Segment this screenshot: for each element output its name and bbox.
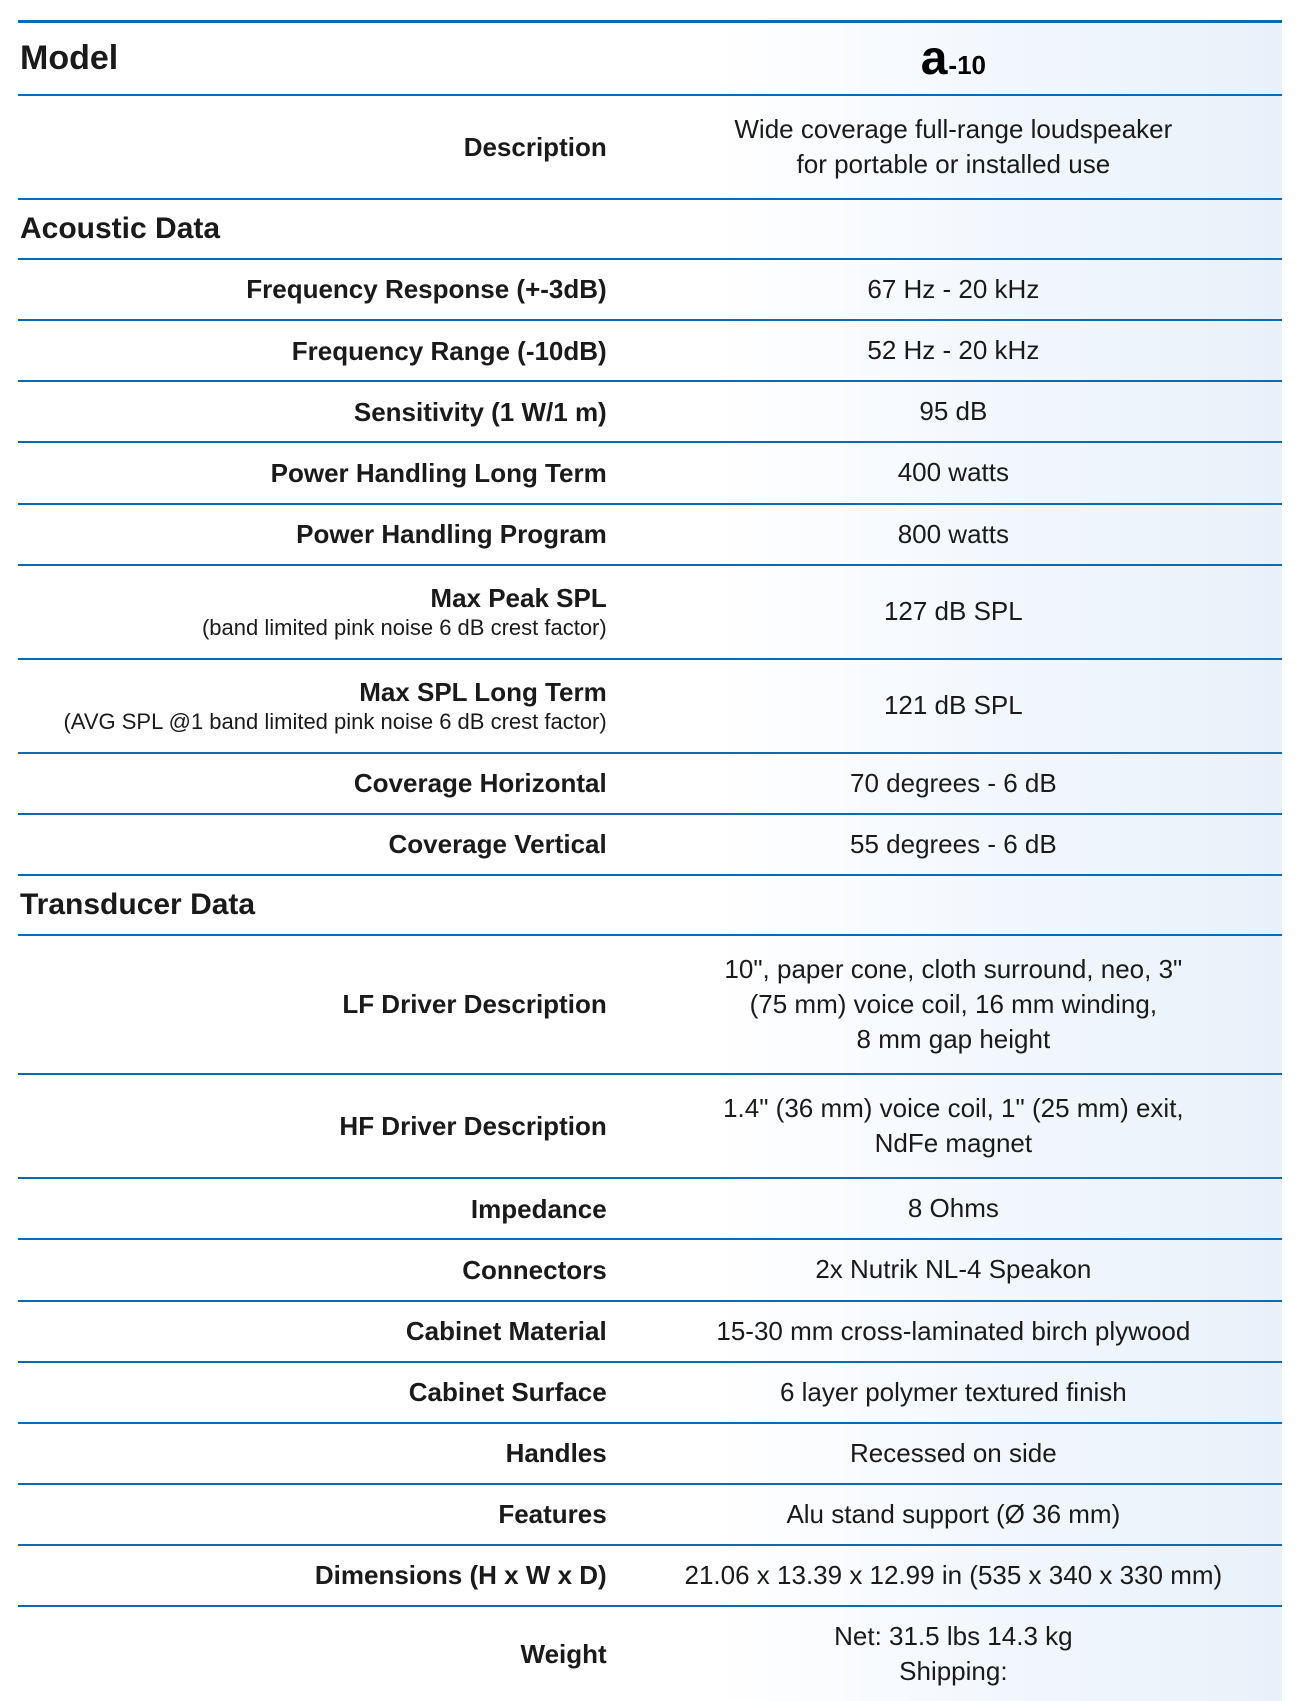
row-impedance: Impedance 8 Ohms — [18, 1179, 1282, 1240]
value: 800 watts — [625, 505, 1282, 564]
sublabel: (band limited pink noise 6 dB crest fact… — [202, 614, 607, 642]
value: 400 watts — [625, 443, 1282, 502]
spec-sheet: Model a -10 Description Wide coverage fu… — [18, 20, 1282, 1701]
row-handles: Handles Recessed on side — [18, 1424, 1282, 1485]
label: Coverage Horizontal — [354, 767, 607, 800]
row-power-long-term: Power Handling Long Term 400 watts — [18, 443, 1282, 504]
label: Connectors — [462, 1254, 606, 1287]
row-description: Description Wide coverage full-range lou… — [18, 96, 1282, 200]
label-description: Description — [464, 131, 607, 164]
label: Power Handling Long Term — [271, 457, 607, 490]
label: Handles — [506, 1437, 607, 1470]
label: LF Driver Description — [342, 988, 606, 1021]
label: Sensitivity (1 W/1 m) — [354, 396, 607, 429]
model-logo-suffix: -10 — [948, 50, 986, 81]
value-line: Shipping: — [899, 1654, 1007, 1689]
label: Max SPL Long Term — [359, 676, 607, 709]
value: Recessed on side — [625, 1424, 1282, 1483]
value: 1.4" (36 mm) voice coil, 1" (25 mm) exit… — [625, 1075, 1282, 1177]
value-line: 10", paper cone, cloth surround, neo, 3" — [724, 952, 1182, 987]
value: 21.06 x 13.39 x 12.99 in (535 x 340 x 33… — [625, 1546, 1282, 1605]
row-sensitivity: Sensitivity (1 W/1 m) 95 dB — [18, 382, 1282, 443]
value: 55 degrees - 6 dB — [625, 815, 1282, 874]
row-coverage-horizontal: Coverage Horizontal 70 degrees - 6 dB — [18, 754, 1282, 815]
value: 95 dB — [625, 382, 1282, 441]
value: 52 Hz - 20 kHz — [625, 321, 1282, 380]
label: Coverage Vertical — [388, 828, 606, 861]
section-header-transducer: Transducer Data — [18, 876, 1282, 936]
value: 121 dB SPL — [625, 660, 1282, 752]
row-freq-range: Frequency Range (-10dB) 52 Hz - 20 kHz — [18, 321, 1282, 382]
value-line: for portable or installed use — [797, 147, 1111, 182]
model-logo: a -10 — [921, 31, 986, 86]
row-cabinet-surface: Cabinet Surface 6 layer polymer textured… — [18, 1363, 1282, 1424]
row-hf-driver: HF Driver Description 1.4" (36 mm) voice… — [18, 1075, 1282, 1179]
value-line: NdFe magnet — [875, 1126, 1033, 1161]
label: Dimensions (H x W x D) — [315, 1559, 607, 1592]
section-header-acoustic: Acoustic Data — [18, 200, 1282, 260]
row-model: Model a -10 — [18, 23, 1282, 96]
label: Features — [498, 1498, 606, 1531]
value: 8 Ohms — [625, 1179, 1282, 1238]
value-line: (75 mm) voice coil, 16 mm winding, — [750, 987, 1157, 1022]
value: 2x Nutrik NL-4 Speakon — [625, 1240, 1282, 1299]
label: Weight — [521, 1638, 607, 1671]
row-features: Features Alu stand support (Ø 36 mm) — [18, 1485, 1282, 1546]
label: Impedance — [471, 1193, 607, 1226]
label: Cabinet Material — [406, 1315, 607, 1348]
model-label: Model — [18, 23, 625, 94]
value: 6 layer polymer textured finish — [625, 1363, 1282, 1422]
value-description: Wide coverage full-range loudspeaker for… — [625, 96, 1282, 198]
model-value: a -10 — [625, 23, 1282, 94]
row-weight: Weight Net: 31.5 lbs 14.3 kg Shipping: — [18, 1607, 1282, 1701]
label: Max Peak SPL — [430, 582, 606, 615]
value-line: 1.4" (36 mm) voice coil, 1" (25 mm) exit… — [723, 1091, 1184, 1126]
sublabel: (AVG SPL @1 band limited pink noise 6 dB… — [63, 708, 606, 736]
row-power-program: Power Handling Program 800 watts — [18, 505, 1282, 566]
row-lf-driver: LF Driver Description 10", paper cone, c… — [18, 936, 1282, 1075]
value: 15-30 mm cross-laminated birch plywood — [625, 1302, 1282, 1361]
value-line: Wide coverage full-range loudspeaker — [734, 112, 1172, 147]
row-max-peak-spl: Max Peak SPL (band limited pink noise 6 … — [18, 566, 1282, 660]
row-cabinet-material: Cabinet Material 15-30 mm cross-laminate… — [18, 1302, 1282, 1363]
row-freq-response: Frequency Response (+-3dB) 67 Hz - 20 kH… — [18, 260, 1282, 321]
value-line: Net: 31.5 lbs 14.3 kg — [834, 1619, 1072, 1654]
value: 70 degrees - 6 dB — [625, 754, 1282, 813]
label: HF Driver Description — [339, 1110, 606, 1143]
row-dimensions: Dimensions (H x W x D) 21.06 x 13.39 x 1… — [18, 1546, 1282, 1607]
value: Net: 31.5 lbs 14.3 kg Shipping: — [625, 1607, 1282, 1701]
row-max-spl-long: Max SPL Long Term (AVG SPL @1 band limit… — [18, 660, 1282, 754]
value-line: 8 mm gap height — [857, 1022, 1051, 1057]
label: Power Handling Program — [296, 518, 607, 551]
value: 67 Hz - 20 kHz — [625, 260, 1282, 319]
label: Cabinet Surface — [409, 1376, 607, 1409]
value: Alu stand support (Ø 36 mm) — [625, 1485, 1282, 1544]
row-connectors: Connectors 2x Nutrik NL-4 Speakon — [18, 1240, 1282, 1301]
value: 127 dB SPL — [625, 566, 1282, 658]
value: 10", paper cone, cloth surround, neo, 3"… — [625, 936, 1282, 1073]
label: Frequency Range (-10dB) — [292, 335, 607, 368]
row-coverage-vertical: Coverage Vertical 55 degrees - 6 dB — [18, 815, 1282, 876]
model-logo-a: a — [921, 31, 947, 86]
label: Frequency Response (+-3dB) — [246, 273, 606, 306]
